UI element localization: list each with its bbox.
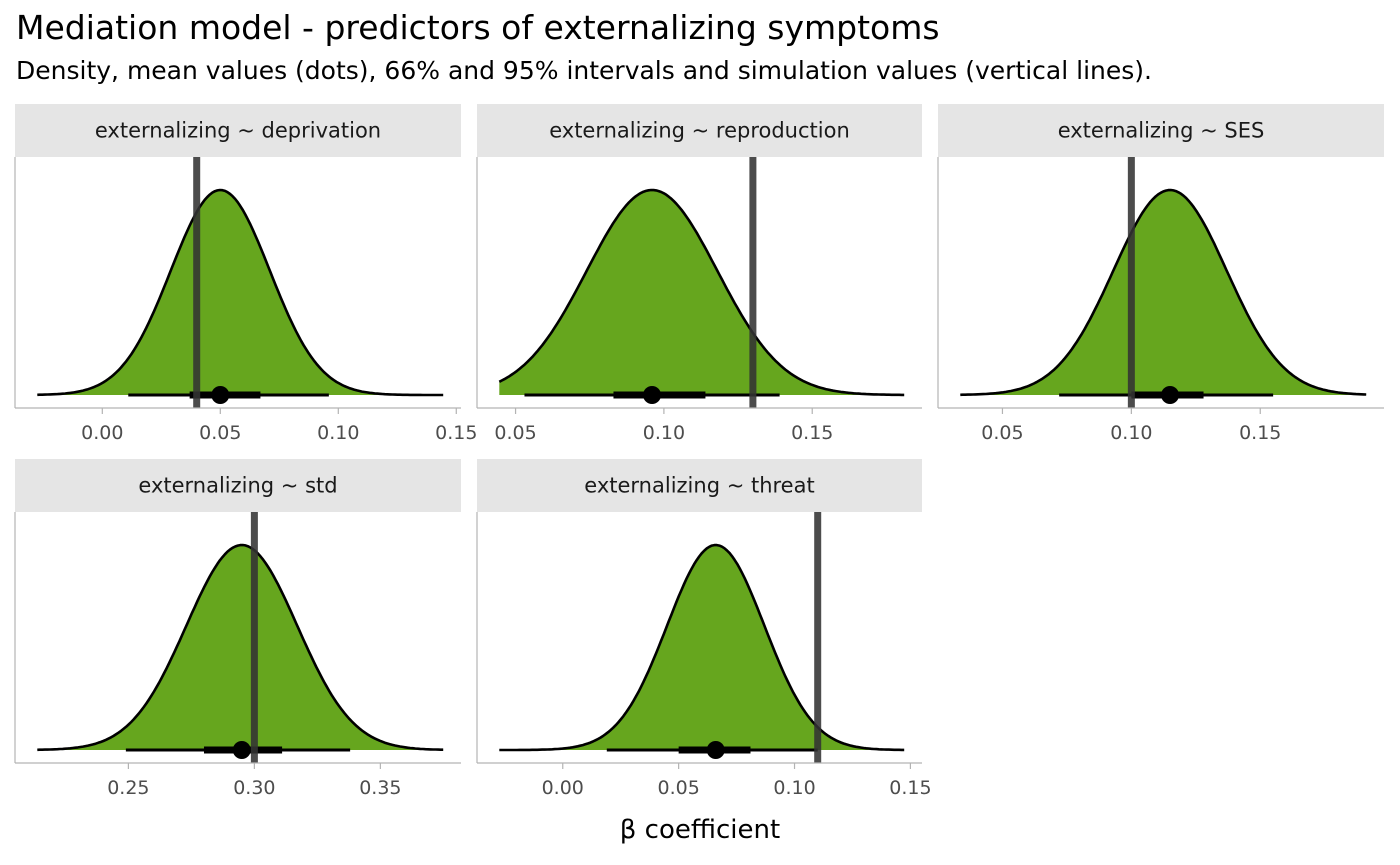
x-tick-label: 0.00 [542,777,584,799]
chart-title: Mediation model - predictors of external… [16,8,940,47]
density-area [37,190,444,395]
facet-panel: externalizing ~ SES 0.05 0.10 0.15 [937,104,1384,444]
facet-strip-label: externalizing ~ reproduction [549,119,850,143]
facet-panel: externalizing ~ deprivation 0.00 0.05 0.10 0… [14,104,477,444]
facet-strip [477,459,922,512]
x-tick-label: 0.15 [1239,422,1281,444]
facet-strip [938,104,1384,157]
x-tick-label: 0.05 [494,422,536,444]
mean-dot [643,386,662,404]
facet-strip-label: externalizing ~ std [138,474,337,498]
x-tick-label: 0.10 [643,422,685,444]
mean-dot [232,741,251,759]
density-area [37,545,444,750]
facet-strip-label: externalizing ~ deprivation [95,119,381,143]
x-axis-title: β coefficient [620,815,780,845]
x-tick-label: 0.35 [359,777,401,799]
density-area [499,545,905,750]
x-tick-label: 0.10 [317,422,359,444]
facet-panel: externalizing ~ threat 0.00 0.05 0.10 0.15 [476,459,932,799]
x-tick-label: 0.30 [233,777,275,799]
density-area [499,190,905,395]
x-tick-label: 0.10 [773,777,815,799]
density-outline [498,188,905,397]
x-tick-label: 0.05 [199,422,241,444]
x-tick-label: 0.00 [81,422,123,444]
density-outline [499,543,905,752]
x-tick-label: 0.15 [435,422,477,444]
facet-strip [15,104,461,157]
mean-dot [211,386,230,404]
facet-strip [15,459,461,512]
x-tick-label: 0.05 [981,422,1023,444]
density-outline [960,188,1367,397]
density-area [960,190,1367,395]
mean-dot [1161,386,1180,404]
x-tick-label: 0.10 [1110,422,1152,444]
density-outline [37,543,444,752]
x-tick-label: 0.15 [889,777,931,799]
facet-panel: externalizing ~ reproduction 0.05 0.10 0.15 [476,104,922,444]
facet-strip-label: externalizing ~ SES [1058,119,1265,143]
facet-panel: externalizing ~ std 0.25 0.30 0.35 [14,459,461,799]
facet-strip [477,104,922,157]
x-tick-label: 0.25 [107,777,149,799]
mean-dot [706,741,725,759]
facet-strip-label: externalizing ~ threat [584,474,814,498]
x-tick-label: 0.05 [657,777,699,799]
x-tick-label: 0.15 [791,422,833,444]
chart-subtitle: Density, mean values (dots), 66% and 95%… [16,56,1152,85]
density-outline [37,188,444,397]
